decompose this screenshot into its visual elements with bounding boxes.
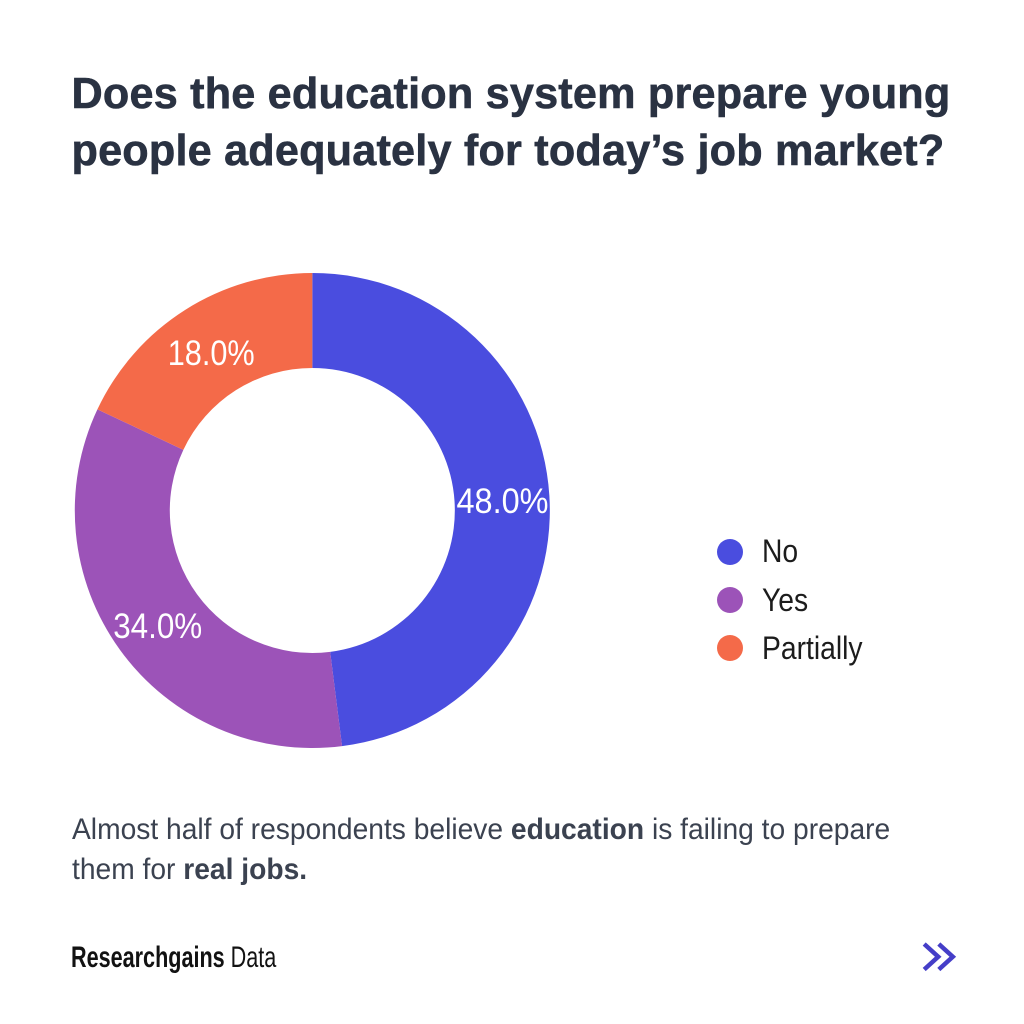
svg-text:48.0%: 48.0% [457,482,549,521]
svg-text:18.0%: 18.0% [168,334,255,373]
svg-text:34.0%: 34.0% [113,607,202,646]
